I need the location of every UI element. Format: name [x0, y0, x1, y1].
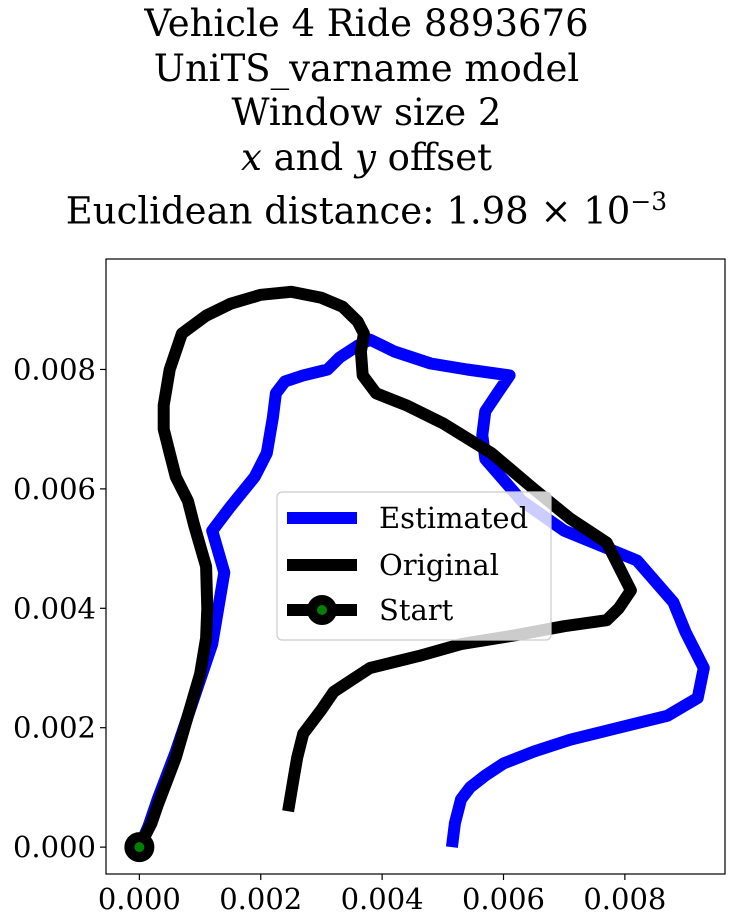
title-offset-word: offset	[375, 135, 492, 179]
title-distance-prefix: Euclidean distance:	[65, 189, 447, 233]
title-times-sign: ×	[528, 189, 584, 233]
y-tick-label: 0.008	[13, 352, 96, 386]
x-tick-label: 0.000	[98, 882, 181, 916]
title-line-5: Euclidean distance: 1.98 × 10−3	[0, 180, 733, 234]
start-marker	[124, 832, 155, 863]
legend: Estimated Original Start	[276, 491, 552, 641]
title-distance-base: 10	[583, 189, 631, 233]
x-axis: 0.000 0.002 0.004 0.006 0.008	[98, 874, 666, 916]
legend-label-estimated: Estimated	[379, 501, 528, 535]
x-tick-label: 0.004	[341, 882, 424, 916]
x-tick-label: 0.002	[219, 882, 302, 916]
title-y-var: y	[355, 135, 376, 179]
series-layer	[133, 285, 710, 850]
title-line-2: UniTS_varname model	[153, 46, 580, 90]
y-tick-label: 0.000	[13, 830, 96, 864]
title-line-4: x and y offset	[0, 136, 733, 181]
title-distance-exponent: −3	[630, 187, 668, 216]
chart-title: Vehicle 4 Ride 8893676 UniTS_varname mod…	[0, 2, 733, 234]
plot-frame	[105, 258, 726, 875]
y-tick-label: 0.006	[13, 472, 96, 506]
legend-label-start: Start	[379, 593, 454, 627]
y-axis: 0.000 0.002 0.004 0.006 0.008	[13, 352, 106, 864]
y-tick-label: 0.004	[13, 591, 96, 625]
x-tick-label: 0.008	[583, 882, 666, 916]
legend-label-original: Original	[379, 548, 499, 582]
title-distance-mantissa: 1.98	[446, 189, 529, 233]
start-layer	[124, 832, 155, 863]
title-and-word: and	[261, 135, 355, 179]
series-line-estimated	[133, 333, 710, 850]
series-line-original	[134, 285, 637, 850]
title-x-var: x	[241, 135, 262, 179]
x-tick-label: 0.006	[462, 882, 545, 916]
legend-box	[276, 491, 552, 641]
title-line-3: Window size 2	[231, 91, 502, 134]
title-line-1: Vehicle 4 Ride 8893676	[144, 2, 589, 45]
y-tick-label: 0.002	[13, 711, 96, 745]
legend-start-marker	[307, 595, 337, 625]
